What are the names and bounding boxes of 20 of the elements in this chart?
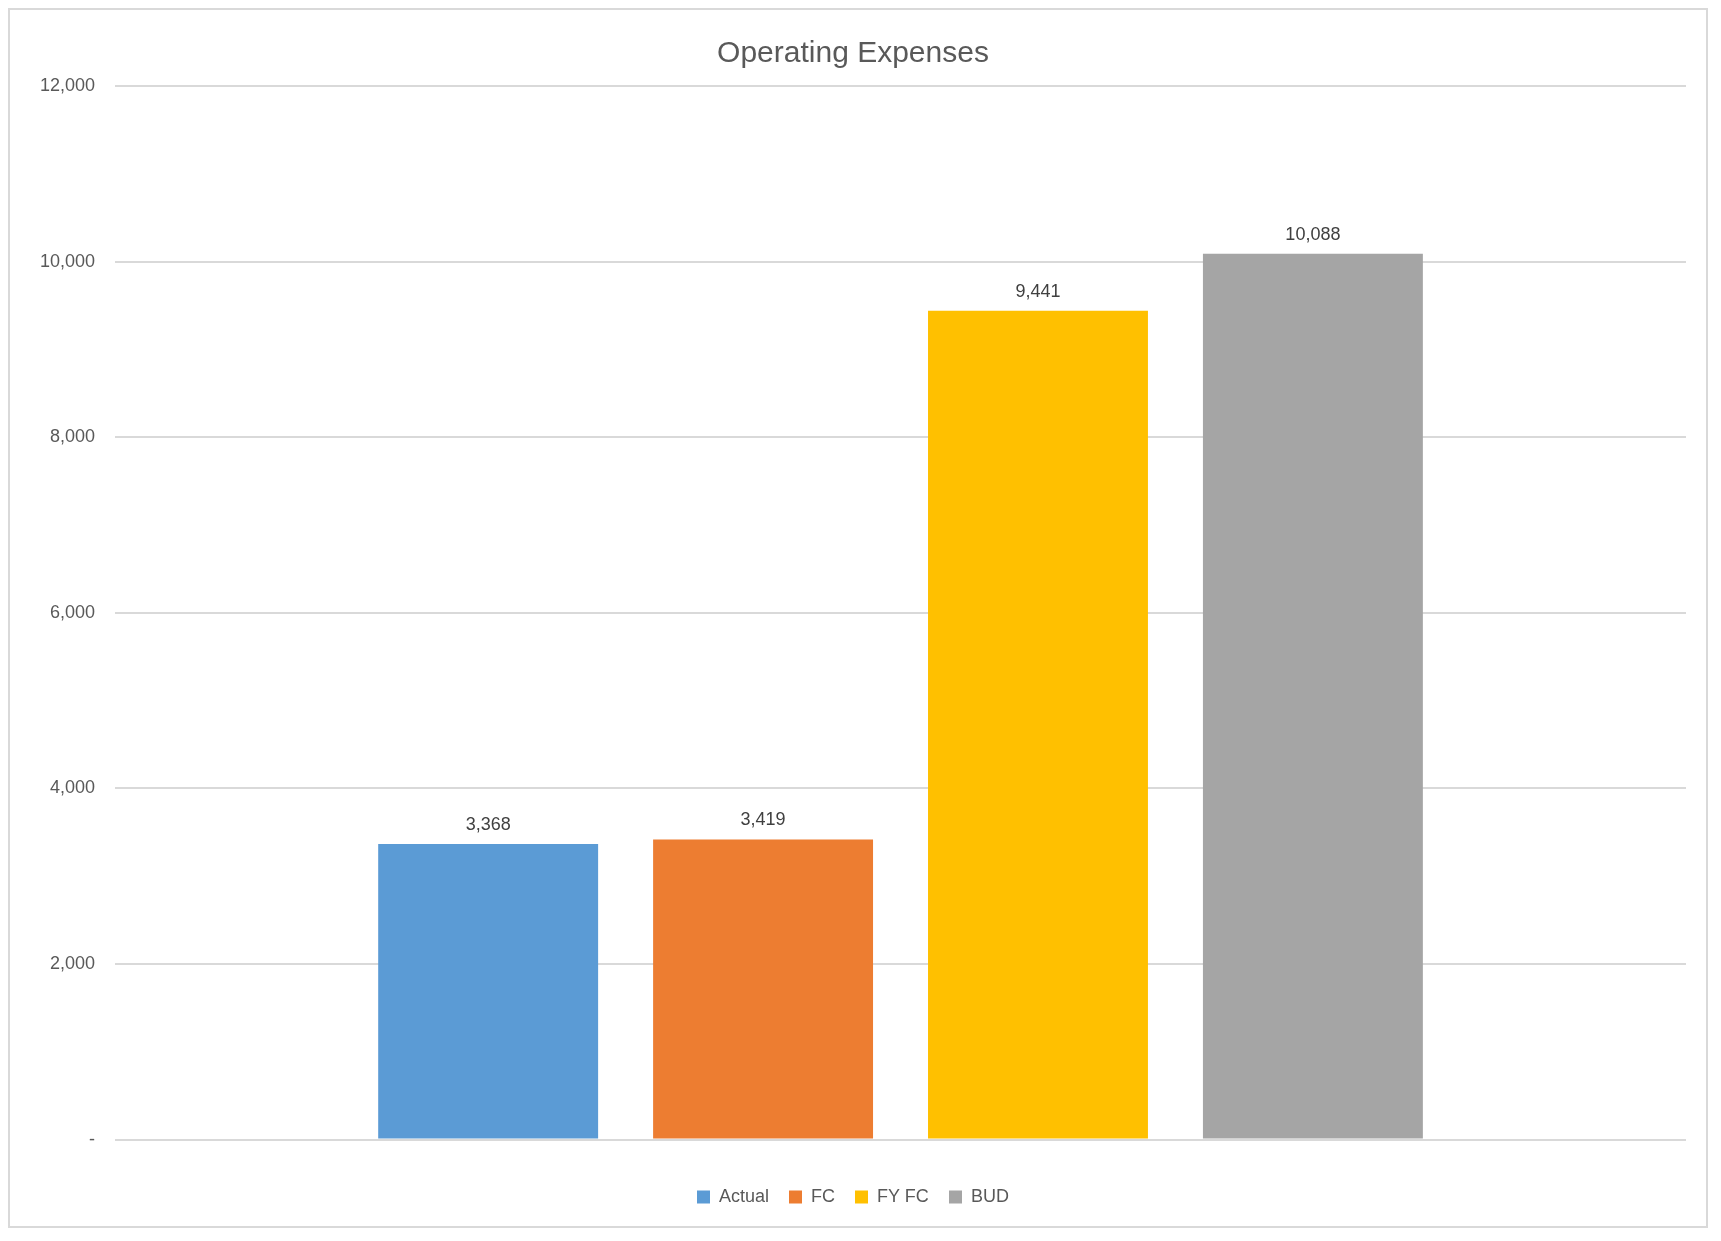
y-tick-label: 4,000	[50, 777, 96, 798]
legend-label: Actual	[718, 1185, 770, 1206]
legend-label: FC	[811, 1185, 836, 1206]
bar	[378, 843, 599, 1139]
y-tick-label: 10,000	[39, 250, 96, 271]
legend-label: FY FC	[877, 1185, 929, 1206]
y-tick-label: 12,000	[39, 74, 96, 95]
data-label: 3,419	[740, 809, 786, 830]
y-tick-label: 2,000	[50, 952, 96, 973]
data-label: 10,088	[1285, 223, 1341, 244]
bar	[928, 310, 1148, 1139]
chart-title: Operating Expenses	[717, 35, 989, 69]
y-tick-label: 8,000	[50, 426, 96, 447]
y-tick-label: 6,000	[50, 601, 96, 622]
legend-label: BUD	[971, 1185, 1010, 1206]
y-tick-label: -	[89, 1128, 96, 1149]
bar	[1202, 253, 1423, 1139]
bar	[653, 839, 874, 1139]
data-label: 9,441	[1015, 280, 1061, 301]
data-label: 3,368	[465, 813, 511, 834]
